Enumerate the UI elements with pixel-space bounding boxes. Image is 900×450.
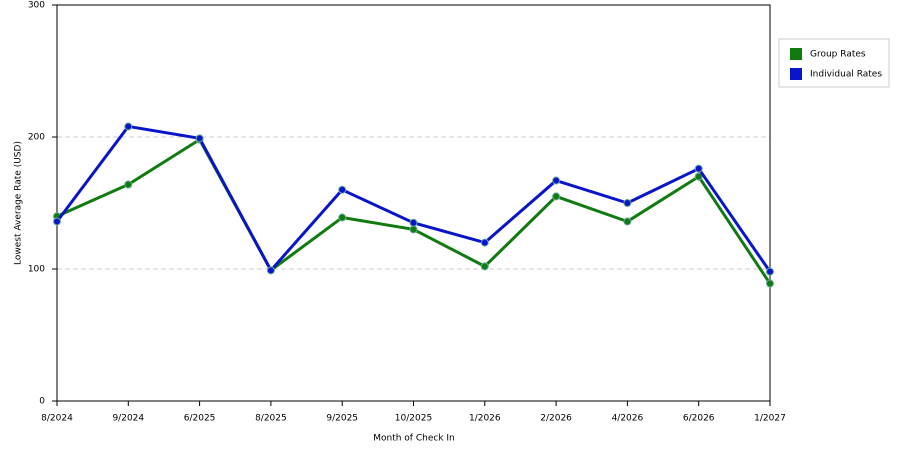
- data-point: [694, 172, 703, 181]
- data-point: [552, 192, 561, 201]
- x-tick-label: 6/2025: [184, 414, 216, 424]
- plot-frame: [56, 4, 771, 402]
- data-point: [338, 185, 347, 194]
- y-tick-label: 200: [28, 133, 45, 143]
- data-point: [409, 225, 418, 234]
- y-tick-label: 100: [28, 265, 45, 275]
- data-point: [694, 164, 703, 173]
- series-line: [56, 138, 772, 285]
- y-axis-label: Lowest Average Rate (USD): [14, 141, 24, 265]
- x-tick-label: 9/2025: [326, 414, 358, 424]
- x-tick-label: 1/2026: [469, 414, 501, 424]
- x-axis-label: Month of Check In: [373, 434, 455, 444]
- x-tick-label: 10/2025: [395, 414, 432, 424]
- x-tick-label: 1/2027: [754, 414, 786, 424]
- data-point: [766, 279, 774, 288]
- data-point: [766, 267, 774, 276]
- x-tick-label: 4/2026: [612, 414, 644, 424]
- data-point: [124, 122, 133, 131]
- legend-swatch: [790, 68, 802, 80]
- y-tick-label: 300: [28, 1, 45, 11]
- x-tick-label: 6/2026: [683, 414, 715, 424]
- legend-label: Group Rates: [810, 50, 866, 60]
- data-point: [480, 238, 489, 247]
- data-point: [53, 217, 61, 226]
- x-tick-label: 8/2025: [255, 414, 287, 424]
- data-point: [409, 218, 418, 227]
- data-point: [266, 266, 275, 275]
- y-tick-label: 0: [39, 397, 45, 407]
- x-tick-label: 9/2024: [112, 414, 144, 424]
- data-point: [623, 199, 632, 207]
- data-point: [338, 213, 347, 222]
- data-point: [195, 134, 204, 143]
- legend-swatch: [790, 48, 802, 60]
- data-point: [623, 217, 632, 226]
- data-point: [480, 262, 489, 271]
- data-point: [552, 176, 561, 185]
- legend-label: Individual Rates: [810, 70, 882, 80]
- data-point: [124, 180, 133, 189]
- x-tick-label: 8/2024: [41, 414, 73, 424]
- x-tick-label: 2/2026: [540, 414, 572, 424]
